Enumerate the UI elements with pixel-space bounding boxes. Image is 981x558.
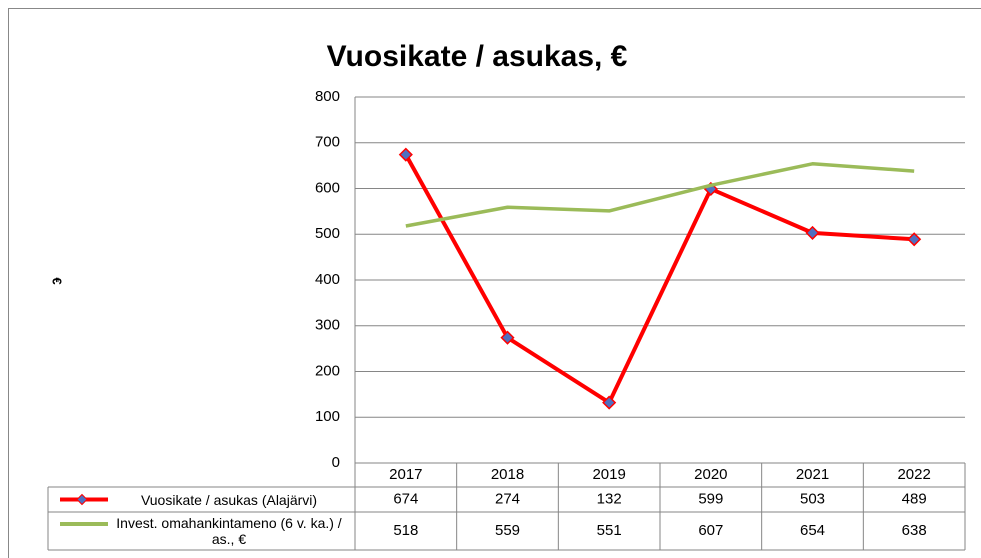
y-axis-label: € [50,277,65,284]
y-tick-label: 700 [315,134,340,151]
legend-label: Invest. omahankintameno (6 v. ka.) / as.… [116,515,342,547]
legend-cell: Invest. omahankintameno (6 v. ka.) / as.… [116,515,342,547]
y-tick-label: 400 [315,271,340,288]
marker [398,147,413,162]
table-value: 489 [902,490,927,507]
legend-cell: Vuosikate / asukas (Alajärvi) [140,491,318,508]
table-value: 654 [800,522,825,539]
x-tick-label: 2019 [592,466,625,483]
x-tick-label: 2018 [491,466,524,483]
y-tick-label: 800 [315,88,340,105]
table-value: 132 [597,490,622,507]
y-tick-label: 600 [315,179,340,196]
y-tick-label: 100 [315,408,340,425]
y-tick-label: 300 [315,317,340,334]
y-tick-label: 0 [332,454,340,471]
series-line [405,162,915,228]
table-value: 503 [800,490,825,507]
table-value: 559 [495,522,520,539]
legend-marker [76,493,88,506]
x-tick-label: 2020 [694,466,727,483]
table-value: 274 [495,490,520,507]
y-tick-label: 200 [315,362,340,379]
table-value: 638 [902,522,927,539]
table-value: 674 [393,490,418,507]
table-value: 607 [698,522,723,539]
marker [907,232,922,247]
chart-frame [8,8,981,558]
x-tick-label: 2022 [897,466,930,483]
marker [805,225,820,240]
x-tick-label: 2017 [389,466,422,483]
marker [602,395,617,410]
series-line [404,153,915,405]
marker [500,330,515,345]
y-tick-label: 500 [315,225,340,242]
chart-title: Vuosikate / asukas, € [327,40,628,73]
x-tick-label: 2021 [796,466,829,483]
table-value: 518 [393,522,418,539]
legend-label: Vuosikate / asukas (Alajärvi) [140,491,318,508]
table-value: 551 [597,522,622,539]
table-value: 599 [698,490,723,507]
